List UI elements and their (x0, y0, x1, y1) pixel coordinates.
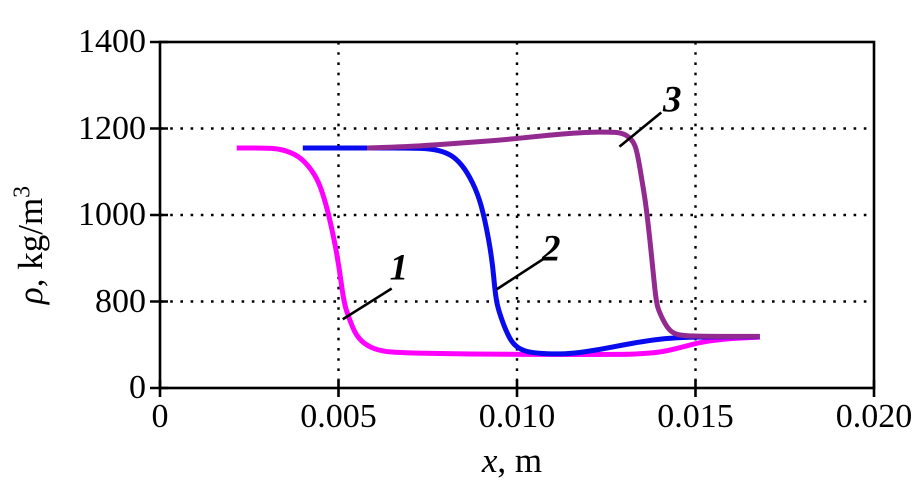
curve-1 (236, 145, 760, 357)
y-axis-units: , kg/m (11, 197, 50, 288)
x-tick-label: 0.020 (835, 398, 913, 435)
curve-label-1: 1 (389, 247, 409, 289)
y-axis-title: ρ, kg/m3 (9, 185, 50, 305)
x-axis-units: , m (497, 441, 543, 480)
x-tick-label: 0.015 (657, 398, 734, 435)
pointer-line-2 (495, 257, 546, 291)
y-tick-label: 0 (129, 369, 146, 406)
curve-label-3: 3 (663, 79, 682, 121)
x-axis-title: x, m (482, 442, 542, 480)
y-tick-label: 1200 (78, 109, 146, 147)
curve-3 (366, 129, 760, 339)
curve-2 (302, 145, 760, 357)
pointer-line-1 (342, 287, 393, 321)
y-tick-label: 800 (95, 282, 146, 320)
curve-label-2: 2 (542, 228, 561, 270)
x-tick-label: 0.010 (478, 398, 556, 435)
x-tick-label: 0 (151, 398, 169, 435)
pointer-line-3 (618, 111, 663, 148)
x-tick-label: 0.005 (300, 398, 377, 435)
y-tick-label: 1400 (78, 23, 146, 60)
y-axis-variable: ρ (11, 287, 50, 305)
y-tick-label: 1000 (78, 196, 146, 233)
x-axis-variable: x (481, 441, 498, 480)
y-axis-exponent: 3 (9, 185, 36, 198)
